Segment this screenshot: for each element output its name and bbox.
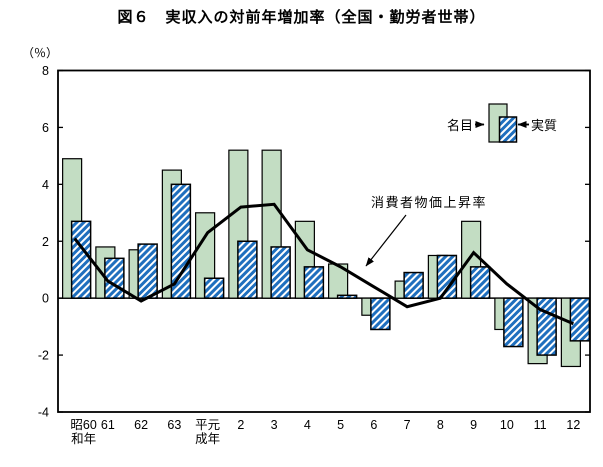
bar-real-7 xyxy=(303,266,325,299)
x-tick-label-3: 63 xyxy=(167,418,181,432)
x-tick-label-8: 5 xyxy=(337,418,344,432)
bar-real-3 xyxy=(170,183,192,299)
chart-title: 図６ 実収入の対前年増加率（全国・勤労者世帯） xyxy=(117,9,486,26)
bar-real-2 xyxy=(137,243,158,299)
bar-real-8 xyxy=(336,294,358,299)
x-tick-label-1: 61 xyxy=(101,418,115,432)
y-tick-label-8: 8 xyxy=(42,64,49,78)
bar-real-10 xyxy=(403,271,424,299)
y-tick-label-2: 2 xyxy=(42,235,49,249)
x-tick-label-2: 62 xyxy=(134,418,148,432)
y-tick-label--2: -2 xyxy=(38,349,49,363)
cpi-line xyxy=(73,202,574,326)
y-tick-label-0: 0 xyxy=(42,292,49,306)
y-tick-label-6: 6 xyxy=(42,121,49,135)
bar-real-5 xyxy=(237,240,258,299)
x-tick-label-13: 10 xyxy=(500,418,514,432)
bar-real-13 xyxy=(503,297,524,348)
x-tick-label-7: 4 xyxy=(304,418,311,432)
x-tick-label-14: 11 xyxy=(534,418,547,432)
x-tick-label-4: 平元 xyxy=(195,418,220,432)
bar-real-9 xyxy=(370,297,391,331)
x-tick-label-0: 昭60 xyxy=(70,418,96,432)
x-tick-label-0: 和年 xyxy=(71,432,96,446)
legend-real-swatch xyxy=(498,116,518,143)
y-tick-label--4: -4 xyxy=(38,406,49,420)
x-tick-label-9: 6 xyxy=(370,418,377,432)
x-tick-label-6: 3 xyxy=(271,418,278,432)
legend-nominal-label: 名目 xyxy=(447,118,473,133)
legend-real-label: 実質 xyxy=(531,118,557,133)
cpi-line-label: 消費者物価上昇率 xyxy=(371,195,487,210)
bar-real-6 xyxy=(270,246,291,299)
x-tick-label-4: 成年 xyxy=(195,432,220,446)
x-tick-label-10: 7 xyxy=(404,418,411,432)
bar-real-15 xyxy=(569,297,591,342)
y-tick-label-4: 4 xyxy=(42,178,49,192)
x-tick-label-5: 2 xyxy=(237,418,244,432)
bar-real-12 xyxy=(469,266,491,299)
cpi-annotation-arrow-icon xyxy=(365,214,407,267)
y-axis-unit-label: （％） xyxy=(22,46,59,60)
bar-real-0 xyxy=(70,220,92,299)
bar-real-1 xyxy=(104,257,125,299)
x-tick-label-15: 12 xyxy=(566,418,580,432)
x-tick-label-11: 8 xyxy=(437,418,444,432)
x-tick-label-12: 9 xyxy=(470,418,477,432)
bar-real-14 xyxy=(536,297,557,356)
bar-real-4 xyxy=(203,277,225,299)
